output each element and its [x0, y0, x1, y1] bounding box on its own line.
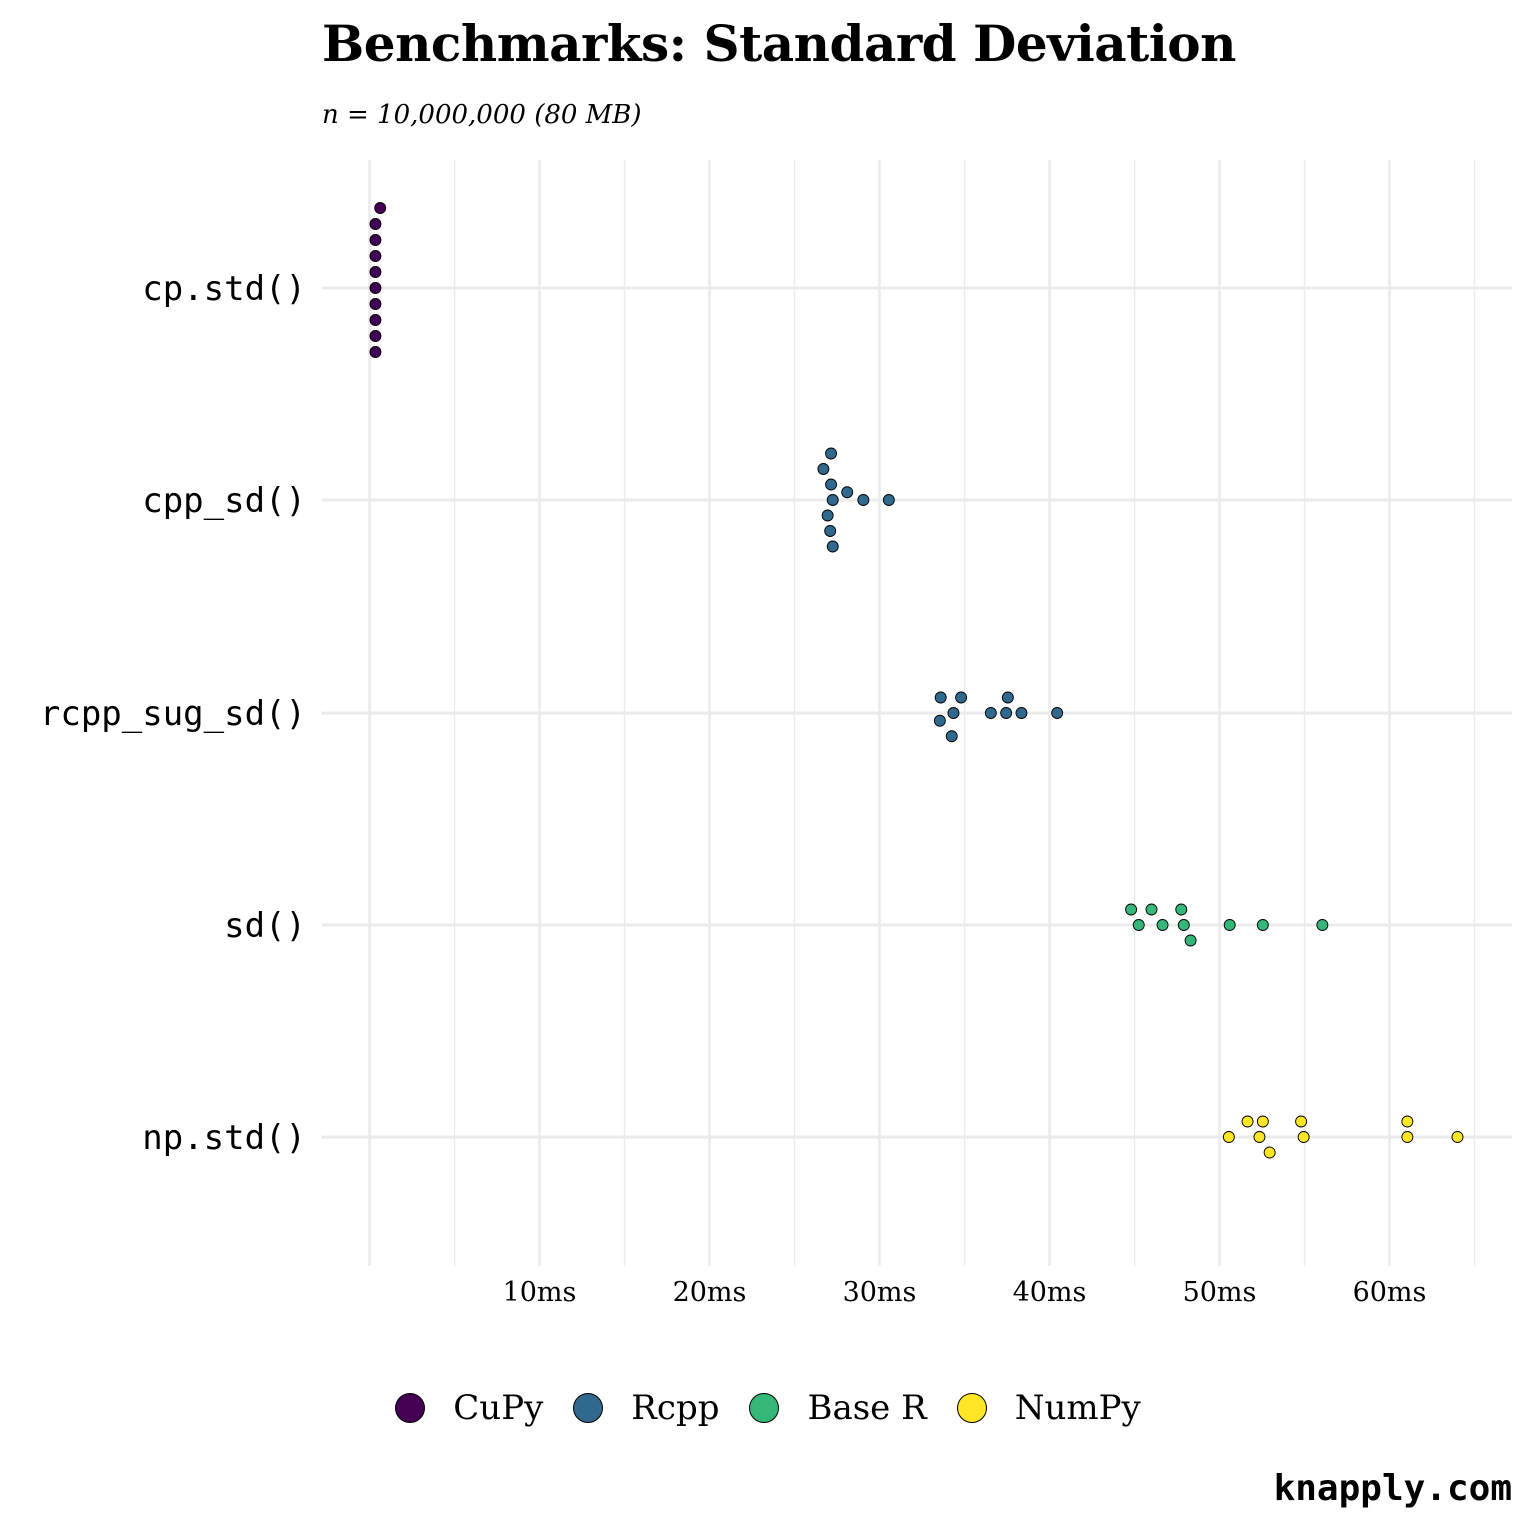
data-point-base-r [1156, 919, 1169, 931]
data-point-cupy [369, 330, 382, 342]
data-point-numpy [1222, 1131, 1235, 1143]
footer-credit: knapply.com [1273, 1468, 1512, 1509]
data-point-cupy [369, 234, 382, 246]
data-point-cupy [369, 314, 382, 326]
data-point-rcpp [933, 714, 946, 727]
data-point-numpy [1263, 1146, 1276, 1159]
data-point-base-r [1145, 903, 1158, 916]
legend-label: CuPy [453, 1388, 544, 1428]
x-tick-label: 10ms [503, 1277, 577, 1308]
data-point-numpy [1451, 1131, 1464, 1143]
data-point-base-r [1175, 903, 1188, 916]
x-axis-labels: 10ms 20ms 30ms 40ms 50ms 60ms [503, 1277, 1427, 1308]
data-point-base-r [1132, 919, 1145, 931]
data-point-rcpp [824, 525, 837, 537]
data-point-rcpp [825, 478, 837, 491]
data-point-base-r [1223, 919, 1236, 931]
data-point-cupy [369, 250, 382, 262]
data-point-numpy [1297, 1131, 1310, 1143]
data-point-rcpp [955, 691, 968, 704]
legend-item-numpy: NumPy [956, 1388, 1141, 1428]
data-point-cupy [369, 298, 382, 310]
data-point-base-r [1125, 903, 1138, 916]
x-tick-label: 50ms [1183, 1277, 1257, 1308]
x-tick-label: 60ms [1353, 1277, 1427, 1308]
data-point-numpy [1253, 1131, 1266, 1143]
data-point-cupy [369, 266, 382, 278]
data-point-cupy [369, 218, 382, 230]
legend-label: NumPy [1014, 1388, 1141, 1428]
data-point-rcpp [984, 707, 997, 719]
legend-swatch [956, 1393, 987, 1423]
legend-swatch [573, 1393, 604, 1423]
legend-label: Rcpp [631, 1388, 720, 1428]
legend-item-rcpp: Rcpp [573, 1388, 719, 1428]
data-point-rcpp [826, 494, 839, 506]
chart-subtitle: n = 10,000,000 (80 MB) [322, 100, 642, 130]
y-tick-label: sd() [224, 906, 306, 946]
data-point-cupy [369, 346, 382, 358]
data-point-rcpp [882, 494, 895, 506]
data-point-base-r [1256, 919, 1269, 931]
data-point-rcpp [817, 463, 830, 475]
y-tick-label: rcpp_sug_sd() [40, 694, 306, 734]
data-point-rcpp [1001, 691, 1014, 704]
data-point-rcpp [826, 540, 839, 553]
legend-item-cupy: CuPy [395, 1388, 543, 1428]
data-point-numpy [1241, 1115, 1254, 1128]
y-axis-labels: cp.std() cpp_sd() rcpp_sug_sd() sd() np.std(… [40, 269, 306, 1158]
legend-swatch [395, 1393, 426, 1423]
data-point-rcpp [945, 730, 958, 743]
data-point-rcpp [841, 486, 854, 499]
x-tick-label: 30ms [843, 1277, 917, 1308]
data-point-rcpp [825, 447, 837, 460]
data-point-rcpp [857, 494, 870, 506]
data-point-rcpp [1051, 707, 1064, 719]
legend-item-base-r: Base R [749, 1388, 927, 1428]
data-point-rcpp [947, 707, 960, 719]
legend-swatch [749, 1393, 780, 1423]
y-tick-label: cp.std() [142, 269, 306, 309]
chart-title: Benchmarks: Standard Deviation [322, 14, 1236, 73]
data-point-numpy [1401, 1115, 1414, 1128]
legend: CuPy Rcpp Base R NumPy [0, 1380, 1536, 1436]
data-point-rcpp [821, 509, 834, 522]
x-tick-label: 20ms [673, 1277, 747, 1308]
x-tick-label: 40ms [1013, 1277, 1087, 1308]
data-point-base-r [1316, 919, 1329, 931]
data-point-cupy [369, 282, 382, 294]
legend-label: Base R [807, 1388, 927, 1428]
data-point-rcpp [934, 691, 947, 704]
data-points [369, 202, 1464, 1159]
data-point-rcpp [1015, 707, 1028, 719]
data-point-base-r [1184, 934, 1197, 947]
major-gridlines [322, 160, 1512, 1266]
data-point-rcpp [1000, 707, 1013, 719]
data-point-numpy [1256, 1115, 1269, 1128]
data-point-numpy [1295, 1115, 1308, 1128]
data-point-cupy [374, 202, 387, 214]
y-tick-label: np.std() [142, 1118, 306, 1158]
y-tick-label: cpp_sd() [142, 481, 306, 521]
data-point-numpy [1401, 1131, 1414, 1143]
data-point-base-r [1177, 919, 1190, 931]
